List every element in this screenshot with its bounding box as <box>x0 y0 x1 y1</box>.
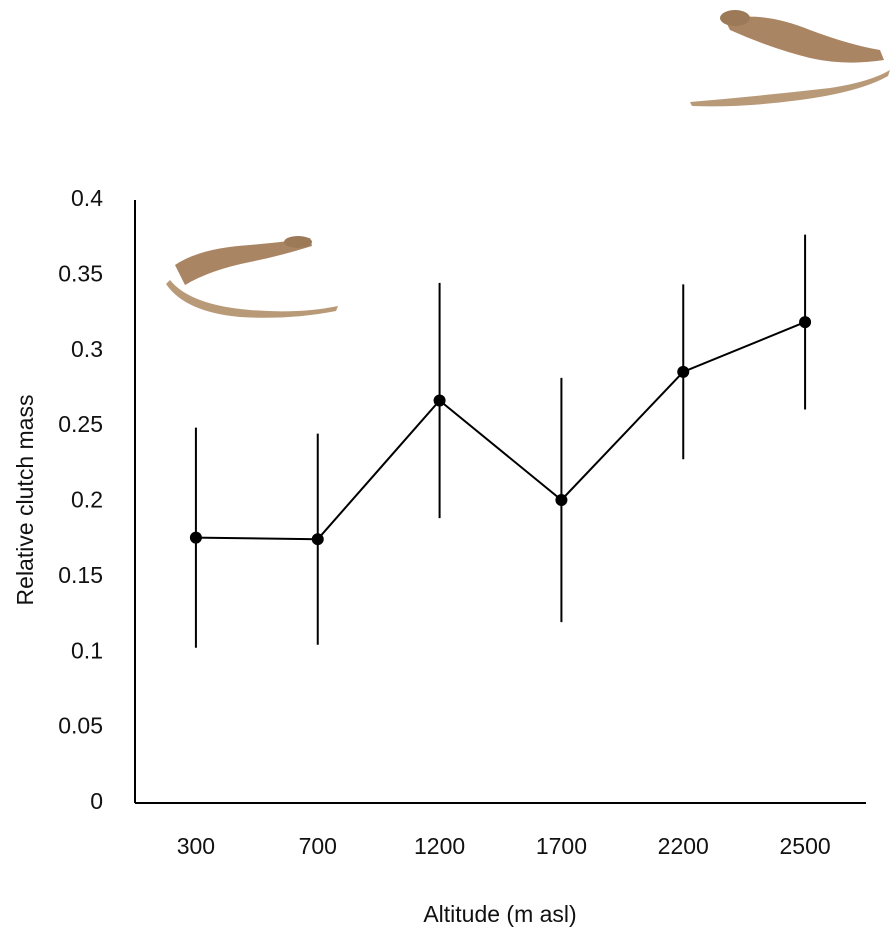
data-point <box>189 531 202 544</box>
y-axis-label: Relative clutch mass <box>12 395 38 606</box>
series-line <box>195 321 806 541</box>
data-point <box>433 394 446 407</box>
x-axis-label: Altitude (m asl) <box>423 901 576 927</box>
y-tick-label: 0.05 <box>58 713 103 739</box>
lizard-icon-small <box>166 236 338 318</box>
x-tick-label: 2500 <box>779 833 830 859</box>
y-tick-label: 0.1 <box>71 637 103 663</box>
y-tick-label: 0.2 <box>71 487 103 513</box>
x-tick-label: 1700 <box>536 833 587 859</box>
lizard-icon-large <box>690 10 890 107</box>
y-tick-label: 0 <box>90 788 103 814</box>
y-tick-label: 0.25 <box>58 411 103 437</box>
x-tick-label: 700 <box>299 833 337 859</box>
y-tick-label: 0.15 <box>58 562 103 588</box>
x-tick-label: 2200 <box>658 833 709 859</box>
x-tick-label: 300 <box>177 833 215 859</box>
y-tick-label: 0.35 <box>58 260 103 286</box>
x-tick-label: 1200 <box>414 833 465 859</box>
data-point <box>677 365 690 378</box>
y-tick-label: 0.3 <box>71 336 103 362</box>
y-tick-label: 0.4 <box>71 185 103 211</box>
data-point <box>555 493 568 506</box>
data-point <box>311 533 324 546</box>
data-point <box>799 316 812 329</box>
